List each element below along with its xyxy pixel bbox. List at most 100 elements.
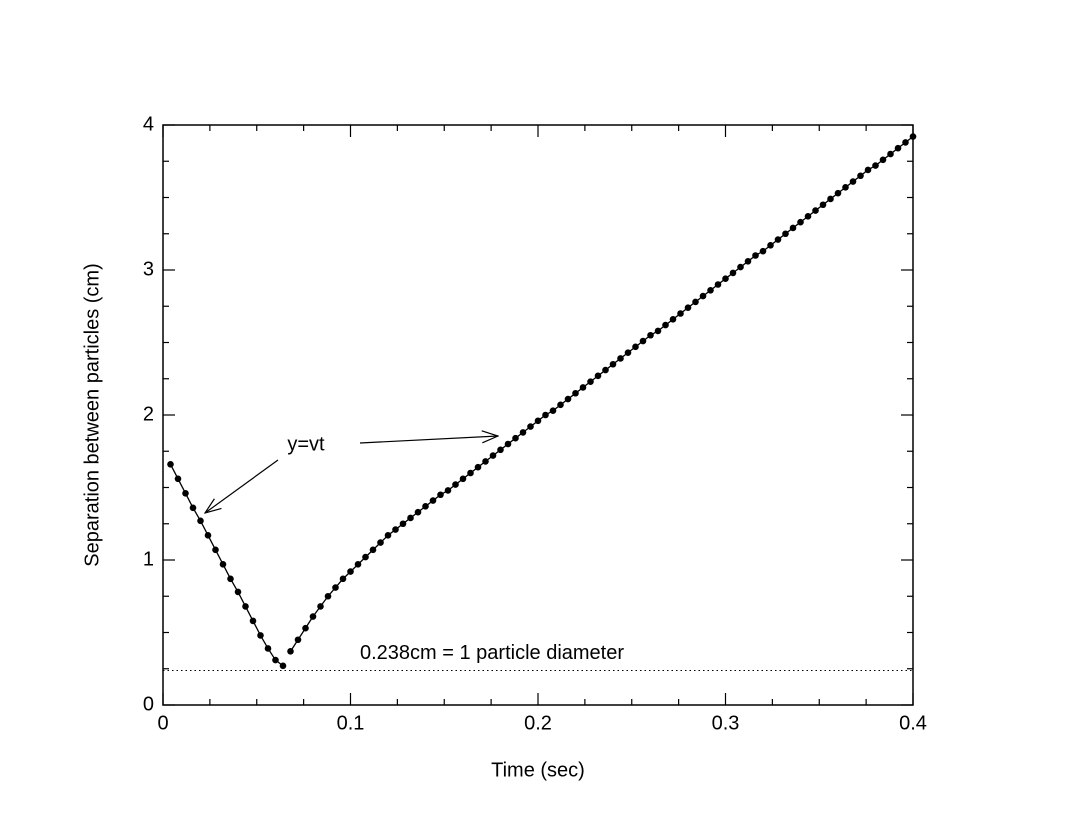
y-tick-label: 0 — [143, 693, 154, 715]
data-point — [467, 469, 474, 477]
data-point — [894, 144, 902, 152]
data-point — [302, 624, 309, 632]
data-point — [362, 553, 369, 561]
data-point — [887, 150, 894, 158]
series-line — [169, 464, 284, 667]
data-point — [534, 417, 542, 425]
data-point — [752, 252, 759, 259]
data-point — [182, 490, 189, 497]
data-point — [677, 310, 684, 317]
data-point — [527, 423, 534, 430]
data-point — [617, 355, 624, 362]
data-point — [369, 546, 377, 554]
data-point — [564, 395, 572, 403]
data-point — [437, 491, 444, 499]
data-point — [684, 304, 692, 312]
data-point — [542, 411, 549, 419]
x-tick-label: 0 — [157, 712, 168, 734]
data-point — [602, 366, 609, 374]
data-point — [767, 242, 774, 249]
data-point — [212, 546, 219, 554]
data-point — [272, 656, 279, 664]
data-point — [347, 568, 354, 575]
data-point — [879, 156, 887, 164]
data-point — [429, 497, 437, 504]
data-point — [294, 636, 302, 644]
data-point — [482, 458, 489, 465]
data-point — [789, 224, 797, 232]
data-point — [579, 384, 587, 391]
data-point — [827, 195, 834, 203]
data-point — [797, 218, 804, 226]
data-point — [872, 162, 879, 169]
data-point — [197, 517, 204, 525]
data-point — [842, 184, 849, 191]
data-point — [414, 508, 422, 516]
data-point — [399, 520, 407, 528]
data-point — [639, 337, 647, 345]
data-point — [512, 434, 519, 442]
data-point — [572, 389, 579, 397]
data-point — [662, 321, 669, 329]
data-point — [519, 429, 527, 436]
series-line — [289, 136, 914, 652]
data-point — [422, 503, 429, 510]
data-point — [744, 258, 752, 265]
y-tick-label: 2 — [143, 403, 154, 425]
data-point — [444, 487, 452, 494]
data-point — [864, 166, 872, 174]
data-point — [354, 561, 362, 568]
data-point — [692, 298, 699, 306]
data-point — [759, 247, 767, 255]
data-point — [407, 514, 414, 522]
data-point — [722, 275, 729, 283]
data-point — [189, 504, 197, 512]
x-tick-label: 0.3 — [712, 712, 740, 734]
data-point — [834, 189, 842, 197]
data-point — [317, 603, 324, 610]
data-point — [459, 475, 467, 483]
data-point — [737, 263, 744, 271]
data-point — [804, 213, 812, 220]
annotation-arrow — [359, 436, 498, 444]
data-point — [167, 461, 174, 468]
data-point — [279, 662, 287, 670]
x-tick-label: 0.4 — [899, 712, 927, 734]
y-tick-label: 4 — [143, 113, 154, 135]
data-point — [729, 269, 737, 277]
data-point — [587, 378, 594, 385]
data-point — [392, 526, 399, 533]
data-point — [384, 532, 392, 539]
x-axis-label: Time (sec) — [491, 759, 585, 781]
data-point — [819, 201, 827, 209]
data-point — [339, 575, 347, 583]
data-point — [242, 603, 249, 610]
data-point — [609, 360, 617, 368]
data-point — [474, 463, 482, 471]
data-point — [647, 331, 654, 339]
y-tick-label: 3 — [143, 258, 154, 280]
data-point — [219, 561, 227, 568]
data-point — [234, 588, 242, 596]
data-point — [669, 316, 677, 323]
annotation-arrow — [205, 459, 279, 513]
data-point — [857, 172, 864, 180]
data-point — [489, 452, 497, 459]
data-point — [707, 287, 714, 294]
data-point — [632, 343, 639, 351]
data-point — [774, 236, 782, 243]
data-point — [699, 292, 707, 300]
data-point — [909, 133, 917, 140]
data-point — [624, 349, 632, 356]
reference-label: 0.238cm = 1 particle diameter — [360, 642, 624, 664]
data-point — [849, 178, 857, 185]
data-point — [782, 230, 789, 238]
plot-frame — [162, 124, 914, 706]
data-point — [654, 327, 662, 335]
data-point — [594, 372, 602, 380]
data-point — [174, 475, 182, 483]
data-point — [902, 139, 909, 146]
data-point — [309, 613, 317, 620]
data-point — [812, 207, 819, 214]
